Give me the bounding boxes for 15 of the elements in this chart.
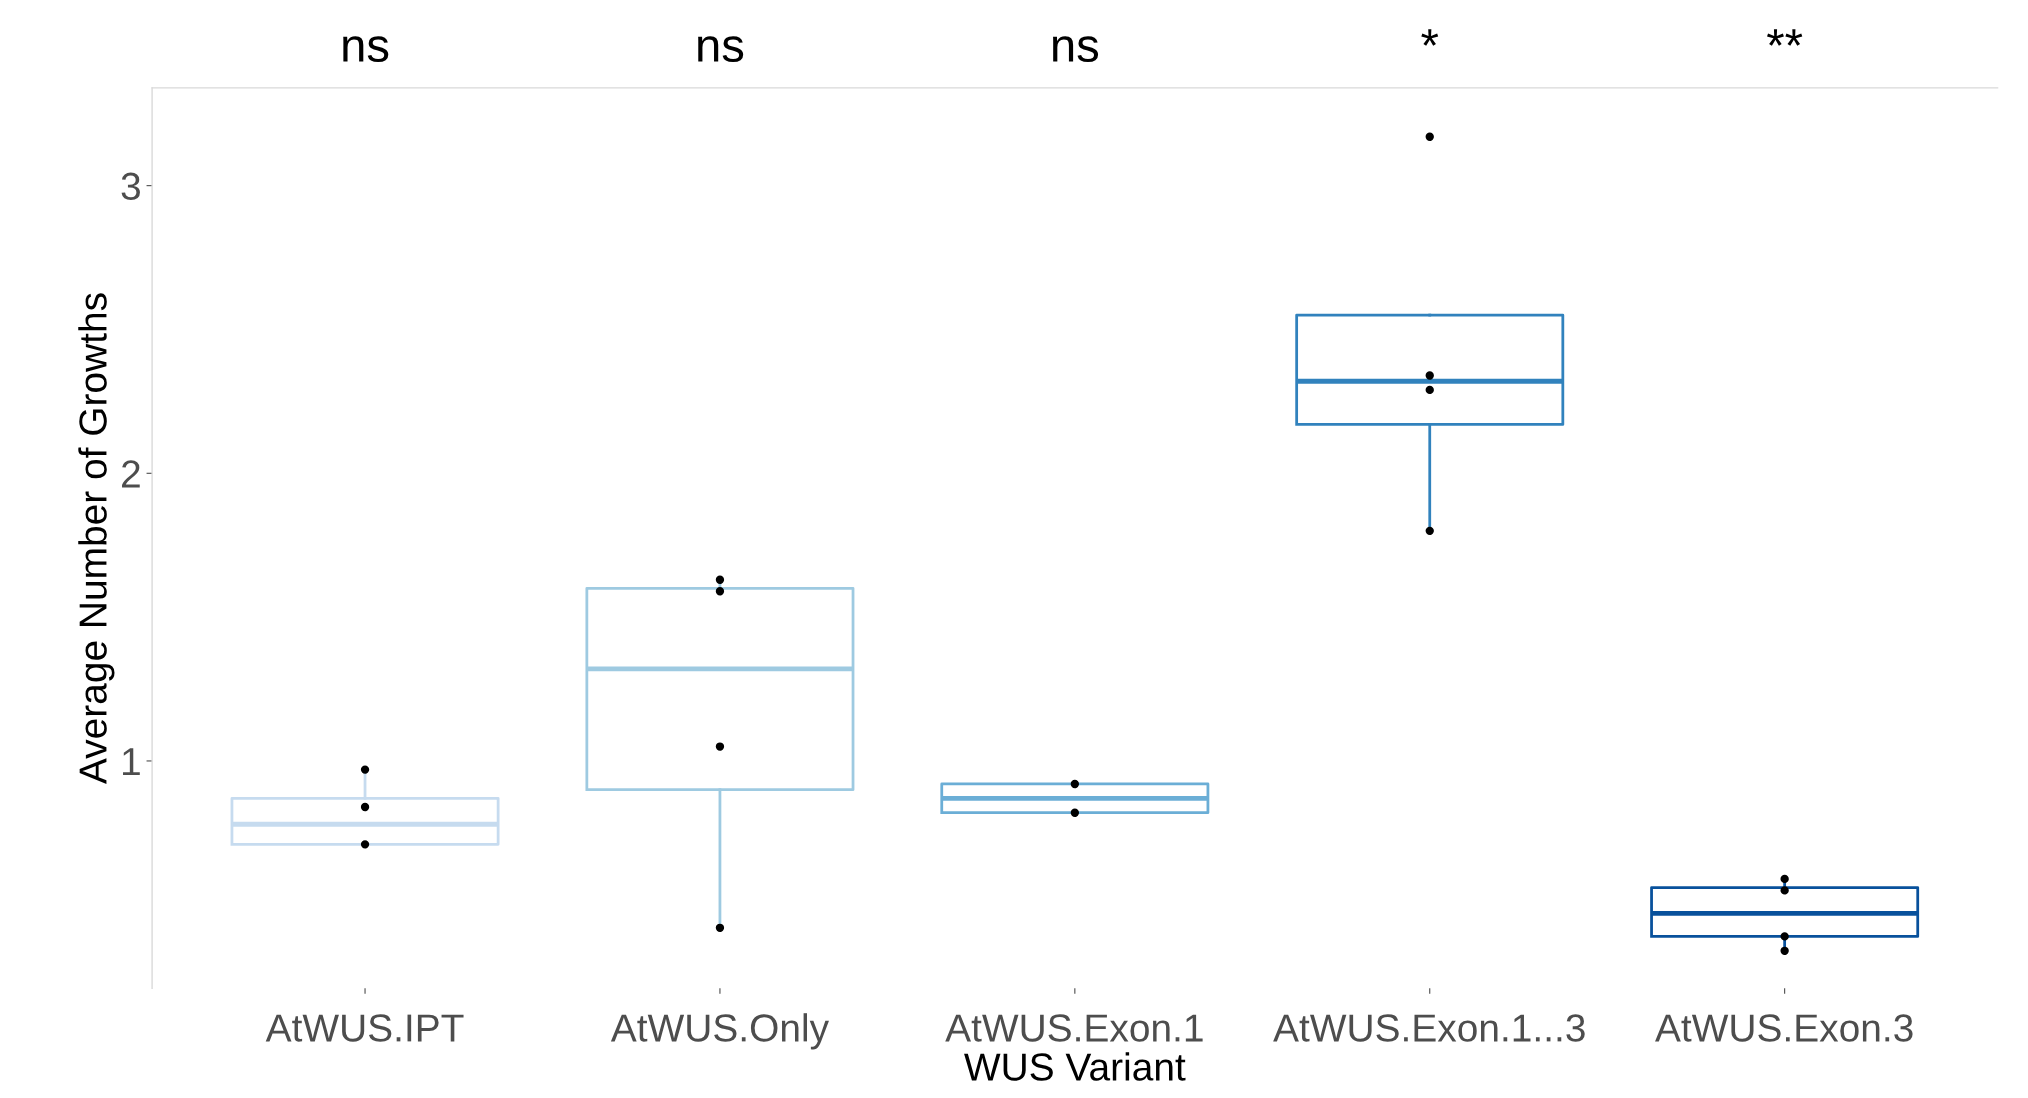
text: **	[1767, 29, 1803, 46]
text: ns	[343, 36, 389, 63]
text: ns	[698, 36, 744, 63]
y-tick-label: 3	[121, 172, 140, 201]
x-axis-title: WUS Variant	[964, 1052, 1186, 1081]
x-tick-label: AtWUS.IPT	[265, 1014, 464, 1042]
y-axis-title: Average Number of Growths	[78, 293, 115, 784]
x-tick-label: AtWUS.Only	[610, 1013, 829, 1050]
x-tick-label: AtWUS.Exon.1	[945, 1014, 1203, 1042]
text: *	[1421, 29, 1439, 46]
x-tick-label: AtWUS.Exon.3	[1655, 1014, 1913, 1042]
y-tick-label: 2	[122, 460, 140, 488]
y-tick-label: 1	[123, 748, 140, 776]
text: ns	[1053, 36, 1099, 63]
x-tick-label: AtWUS.Exon.1...3	[1273, 1014, 1585, 1042]
